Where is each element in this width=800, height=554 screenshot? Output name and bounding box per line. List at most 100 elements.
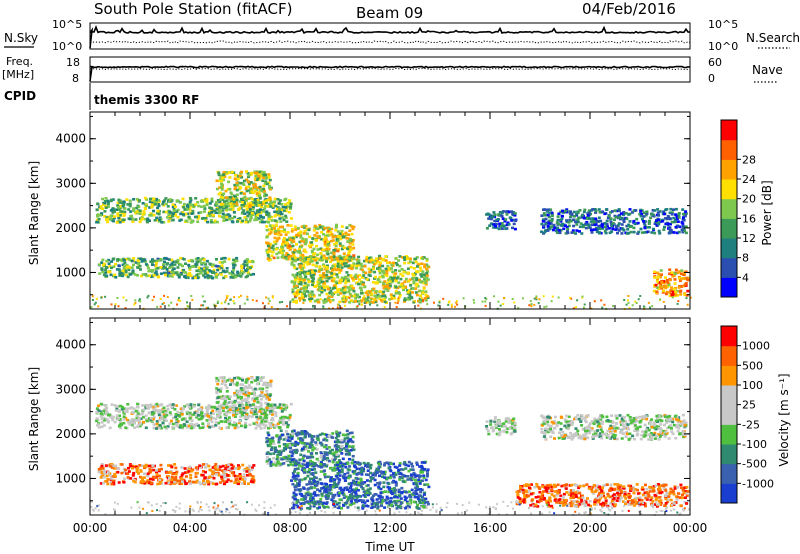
data-cell [309,295,313,299]
data-cell [331,264,335,268]
data-cell [255,412,258,415]
data-cell [237,208,241,211]
data-cell [310,293,314,296]
data-cell [625,303,628,306]
data-cell [225,390,229,393]
data-cell [107,471,110,474]
data-cell [147,294,150,297]
data-cell [186,301,188,304]
data-cell [401,286,405,290]
data-cell [270,246,274,250]
data-cell [138,464,142,467]
data-cell [216,471,220,475]
data-cell [290,241,294,244]
data-cell [378,275,382,279]
data-cell [146,472,150,476]
data-cell [294,277,297,280]
data-cell [683,229,687,232]
data-cell [179,201,182,204]
data-cell [268,300,271,302]
data-cell [296,226,300,230]
data-cell [358,278,361,281]
data-cell [329,255,333,259]
data-cell [550,225,554,228]
data-cell [243,424,247,427]
data-cell [132,471,136,475]
data-cell [513,214,517,217]
data-cell [247,464,251,468]
data-cell [293,259,297,263]
data-cell [221,395,225,398]
data-cell [202,198,206,202]
data-cell [359,262,363,266]
data-cell [229,191,233,194]
data-cell [674,293,678,297]
data-cell [232,401,236,404]
data-cell [220,183,224,187]
data-cell [505,213,509,216]
data-cell [612,305,614,308]
data-cell [238,217,242,220]
data-cell [245,466,249,470]
data-cell [247,180,251,184]
data-cell [291,298,295,301]
data-cell [189,406,193,410]
data-cell [197,204,201,208]
data-cell [312,256,316,260]
data-cell [94,301,97,304]
data-cell [154,267,158,270]
data-cell [239,383,243,386]
data-cell [171,426,175,429]
data-cell [258,410,262,413]
data-cell [279,416,283,420]
data-cell [179,256,183,260]
data-cell [510,210,514,213]
data-cell [342,447,346,450]
data-cell [220,475,224,479]
data-cell [168,476,171,480]
data-cell [262,302,264,305]
data-cell [320,256,324,260]
data-cell [352,294,356,298]
data-cell [219,420,223,423]
data-cell [674,207,678,211]
data-cell [557,228,561,232]
data-cell [339,264,342,267]
data-cell [186,212,190,216]
data-cell [176,261,180,264]
data-cell [354,273,358,277]
data-cell [403,297,407,300]
data-cell [617,208,621,211]
data-cell [417,304,420,307]
colorbar-tick-label: 20 [742,193,756,206]
data-cell [352,225,356,229]
data-cell [365,258,369,261]
data-cell [269,231,273,234]
data-cell [158,411,162,414]
data-cell [298,299,301,302]
data-cell [231,407,235,411]
data-cell [669,289,673,292]
data-cell [344,448,348,451]
data-cell [394,285,398,289]
data-cell [136,409,140,413]
data-cell [401,256,405,259]
data-cell [129,477,133,480]
data-cell [128,202,132,206]
data-cell [274,414,278,418]
data-cell [253,410,257,413]
data-cell [235,203,239,206]
data-cell [151,263,154,266]
data-cell [251,476,255,480]
data-cell [556,231,559,235]
data-cell [332,277,336,280]
data-cell [140,481,144,485]
data-cell [120,210,124,213]
data-cell [593,223,597,227]
data-cell [97,468,101,471]
data-cell [118,274,122,277]
data-cell [268,196,272,199]
data-cell [501,217,505,220]
data-cell [219,390,222,393]
data-cell [542,295,545,298]
